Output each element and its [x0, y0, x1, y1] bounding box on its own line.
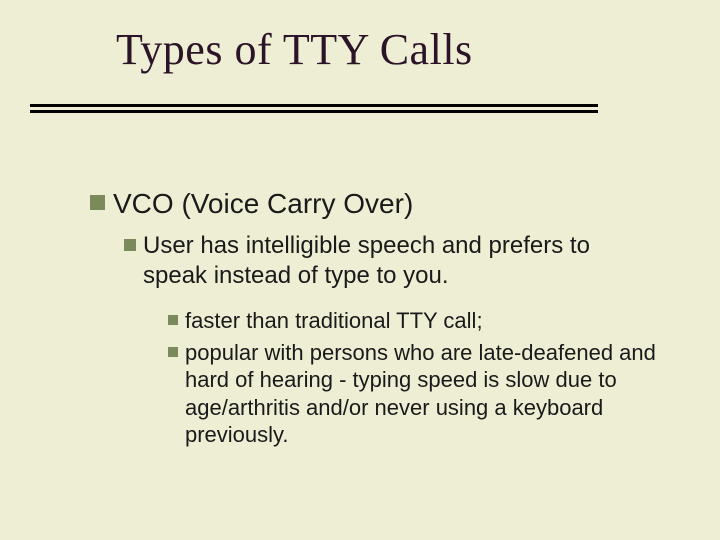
- bullet-l2-text: User has intelligible speech and prefers…: [143, 231, 659, 291]
- bullet-l2: User has intelligible speech and prefers…: [124, 231, 660, 291]
- bullet-square-icon: [124, 239, 136, 251]
- slide-title: Types of TTY Calls: [116, 24, 473, 75]
- bullet-l3: popular with persons who are late-deafen…: [168, 339, 660, 449]
- bullet-l3-group: faster than traditional TTY call; popula…: [168, 307, 660, 449]
- bullet-l1: VCO (Voice Carry Over): [90, 186, 660, 221]
- bullet-l1-text: VCO (Voice Carry Over): [113, 186, 413, 221]
- bullet-l3-text: faster than traditional TTY call;: [185, 307, 483, 335]
- bullet-square-icon: [168, 347, 178, 357]
- bullet-l3-text: popular with persons who are late-deafen…: [185, 339, 657, 449]
- bullet-square-icon: [168, 315, 178, 325]
- content-area: VCO (Voice Carry Over) User has intellig…: [90, 186, 660, 449]
- bullet-l3: faster than traditional TTY call;: [168, 307, 660, 335]
- bullet-square-icon: [90, 195, 105, 210]
- slide: Types of TTY Calls VCO (Voice Carry Over…: [0, 0, 720, 540]
- title-underline-top: [30, 104, 598, 107]
- title-underline-bottom: [30, 110, 598, 113]
